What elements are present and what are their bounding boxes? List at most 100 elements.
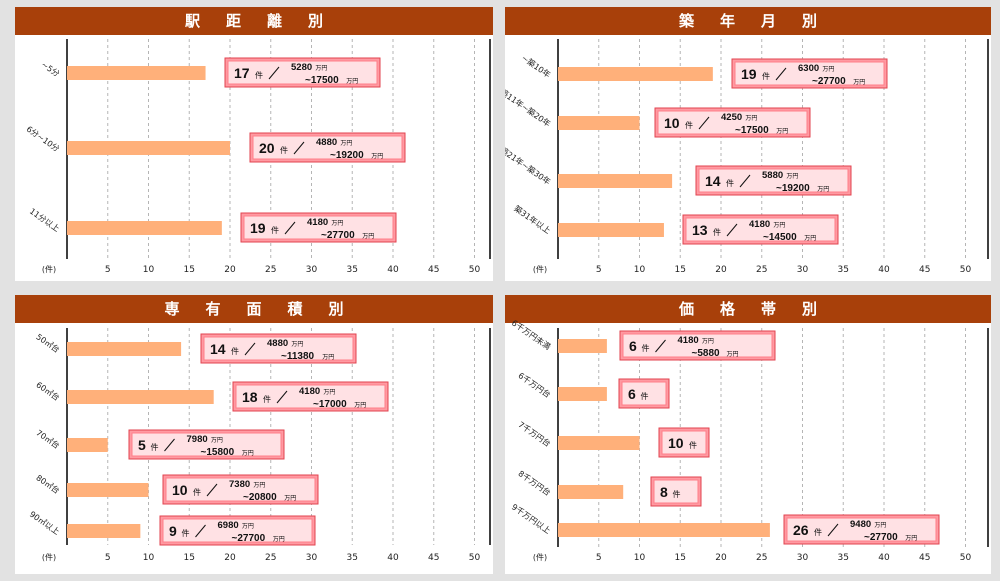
data-label-price-min: 5880 <box>762 170 783 181</box>
x-tick-label: 45 <box>428 553 439 563</box>
bar <box>558 485 624 499</box>
data-label-count: 10 <box>664 115 680 131</box>
data-label-price-max: ~27700 <box>864 532 898 543</box>
x-tick-label: 25 <box>265 553 276 563</box>
x-tick-label: 45 <box>919 553 930 563</box>
data-label-price-max: ~27700 <box>812 76 846 87</box>
data-label-price-max: ~11380 <box>281 351 315 362</box>
x-tick-label: 30 <box>306 553 318 563</box>
data-label-count-unit: 件 <box>713 227 721 237</box>
data-label-count: 17 <box>234 65 250 81</box>
category-label: 80㎡台 <box>34 472 61 495</box>
data-label: 10 件 <box>658 427 710 458</box>
x-tick-label: 10 <box>634 265 646 275</box>
x-tick-label: 20 <box>224 553 236 563</box>
x-tick-label: 10 <box>634 553 646 563</box>
bar <box>558 387 607 401</box>
x-tick-label: 40 <box>387 265 399 275</box>
category-label: 6分~10分 <box>25 124 61 153</box>
data-label-count: 26 <box>793 522 809 538</box>
category-label: 90㎡以上 <box>28 510 61 537</box>
data-label-price-unit: 万円 <box>905 535 917 542</box>
data-label-count-unit: 件 <box>280 145 288 155</box>
data-label-inner <box>685 217 836 242</box>
x-tick-label: 25 <box>756 265 767 275</box>
category-label: 6千万円未満 <box>510 318 553 352</box>
data-label-count: 19 <box>250 220 266 236</box>
data-label-price-unit: 万円 <box>817 186 829 193</box>
data-label-count: 9 <box>169 523 177 539</box>
bar <box>67 66 206 80</box>
data-label-price-unit: 万円 <box>242 523 254 530</box>
data-label-count-unit: 件 <box>814 527 822 537</box>
bar <box>67 141 230 155</box>
data-label-price-unit: 万円 <box>273 536 285 543</box>
data-label-count: 8 <box>660 484 668 500</box>
bar <box>558 174 673 188</box>
bar <box>558 436 640 450</box>
data-label-inner <box>203 336 354 361</box>
category-label: 70㎡台 <box>34 427 61 450</box>
x-tick-label: 10 <box>143 265 155 275</box>
x-tick-label: 45 <box>919 265 930 275</box>
data-label-count: 5 <box>138 437 146 453</box>
data-label-count: 10 <box>172 482 188 498</box>
data-label-inner <box>252 135 403 160</box>
x-tick-label: 25 <box>756 553 767 563</box>
x-tick-label: 5 <box>596 265 602 275</box>
category-label: 11分以上 <box>28 207 61 234</box>
slash <box>268 66 280 80</box>
data-label-count-unit: 件 <box>685 120 693 130</box>
bar <box>558 223 664 237</box>
data-label-price-min: 4180 <box>307 217 328 228</box>
data-label-price-max: ~5880 <box>692 348 721 359</box>
data-label-price-max: ~15800 <box>201 447 235 458</box>
x-tick-label: 40 <box>878 265 890 275</box>
x-tick-label: 15 <box>675 265 686 275</box>
x-tick-label: 30 <box>306 265 318 275</box>
data-label-price-max: ~19200 <box>330 150 364 161</box>
data-label-price-unit: 万円 <box>242 450 254 457</box>
data-label-price-min: 6300 <box>798 63 819 74</box>
slash <box>698 116 710 130</box>
slash <box>739 174 751 188</box>
bar <box>67 438 108 452</box>
x-tick-label: 20 <box>715 265 727 275</box>
panel-title: 築年月別 <box>505 7 991 35</box>
category-label: ~築10年 <box>520 53 553 80</box>
category-label: 築21年~築30年 <box>505 145 553 187</box>
data-label-price-unit: 万円 <box>291 341 303 348</box>
x-tick-label: 15 <box>675 553 686 563</box>
x-tick-label: 20 <box>224 265 236 275</box>
data-label-inner <box>131 432 282 457</box>
x-tick-label: 40 <box>878 553 890 563</box>
x-tick-label: 40 <box>387 553 399 563</box>
x-axis-unit-label: (件) <box>533 552 547 562</box>
data-label-price-max: ~14500 <box>763 232 797 243</box>
panel-title: 価格帯別 <box>505 295 991 323</box>
data-label-price-min: 7980 <box>187 434 208 445</box>
x-tick-label: 5 <box>596 553 602 563</box>
x-tick-label: 5 <box>105 265 111 275</box>
data-label-count-unit: 件 <box>193 487 201 497</box>
data-label-price-unit: 万円 <box>727 351 739 358</box>
x-tick-label: 50 <box>960 265 972 275</box>
x-axis-unit-label: (件) <box>533 264 547 274</box>
category-label: 9千万円以上 <box>510 502 553 536</box>
data-label-inner <box>227 60 378 85</box>
x-tick-label: 25 <box>265 265 276 275</box>
slash <box>293 141 305 155</box>
x-axis-unit-label: (件) <box>42 264 56 274</box>
x-tick-label: 35 <box>838 553 849 563</box>
data-label-price-unit: 万円 <box>745 115 757 122</box>
x-tick-label: 15 <box>184 265 195 275</box>
slash <box>655 339 666 353</box>
